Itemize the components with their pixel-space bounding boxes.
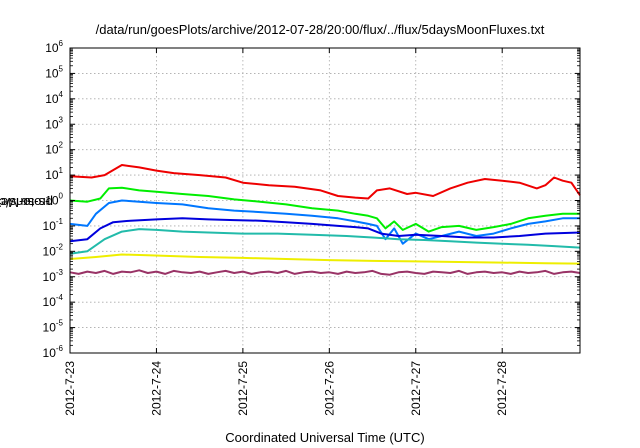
y-tick-label-exponent: -5	[56, 319, 64, 328]
series-layer	[69, 164, 581, 276]
y-tick-label: 103	[45, 115, 63, 131]
y-tick-label-base: 10	[43, 295, 57, 309]
y-tick-label-base: 10	[45, 66, 59, 80]
tick-layer: 10-610-510-410-310-210-11001011021031041…	[43, 39, 580, 416]
series-line-4	[69, 217, 581, 243]
y-axis-label-rest: -s-sr-MeV	[0, 195, 50, 211]
y-tick-label-base: 10	[43, 219, 57, 233]
y-tick-label-base: 10	[43, 270, 57, 284]
y-tick-label: 10-1	[43, 217, 64, 233]
y-tick-label: 104	[45, 90, 63, 106]
y-tick-label: 10-5	[43, 319, 64, 335]
y-tick-label-base: 10	[43, 321, 57, 335]
y-tick-label-exponent: -1	[56, 217, 64, 226]
chart-title: /data/run/goesPlots/archive/2012-07-28/2…	[95, 22, 545, 37]
x-tick-label: 2012-7-25	[236, 361, 250, 416]
y-tick-label: 102	[45, 141, 63, 157]
series-line-1	[69, 164, 581, 200]
y-tick-label: 105	[45, 64, 63, 80]
y-tick-label-exponent: -4	[56, 293, 64, 302]
series-line-3	[69, 199, 580, 245]
y-tick-label-base: 10	[45, 41, 59, 55]
x-tick-label: 2012-7-23	[63, 361, 77, 416]
y-tick-label-exponent: 2	[59, 141, 64, 150]
y-tick-label-exponent: 0	[59, 192, 64, 201]
series-line-7	[69, 269, 581, 276]
y-tick-label-exponent: -2	[56, 242, 64, 251]
y-tick-label-base: 10	[45, 117, 59, 131]
y-tick-label: 106	[45, 39, 63, 55]
y-tick-label-exponent: 5	[59, 64, 64, 73]
y-tick-label-base: 10	[45, 143, 59, 157]
x-tick-label: 2012-7-24	[149, 361, 163, 416]
y-tick-label: 10-2	[43, 242, 64, 258]
y-tick-label-base: 10	[43, 244, 57, 258]
series-line-5	[69, 228, 581, 255]
y-tick-label-exponent: 4	[59, 90, 64, 99]
y-tick-label-exponent: -3	[56, 268, 64, 277]
x-tick-label: 2012-7-26	[322, 361, 336, 416]
y-tick-label-base: 10	[45, 92, 59, 106]
y-tick-label: 100	[45, 192, 63, 208]
y-tick-label-exponent: -6	[56, 344, 64, 353]
x-axis-label: Coordinated Universal Time (UTC)	[225, 430, 425, 445]
y-tick-label-exponent: 3	[59, 115, 64, 124]
y-tick-label-exponent: 1	[59, 166, 64, 175]
x-tick-label: 2012-7-28	[495, 361, 509, 416]
series-line-6	[69, 253, 581, 265]
y-tick-label: 10-6	[43, 344, 64, 360]
grid-layer	[70, 48, 580, 353]
series-line-2	[69, 186, 580, 233]
y-tick-label: 10-3	[43, 268, 64, 284]
y-tick-label-base: 10	[45, 194, 59, 208]
y-tick-label-exponent: 6	[59, 39, 64, 48]
y-tick-label: 10-4	[43, 293, 64, 309]
y-tick-label-base: 10	[45, 168, 59, 182]
y-tick-label: 101	[45, 166, 63, 182]
y-tick-label-base: 10	[43, 346, 57, 360]
x-tick-label: 2012-7-27	[409, 361, 423, 416]
